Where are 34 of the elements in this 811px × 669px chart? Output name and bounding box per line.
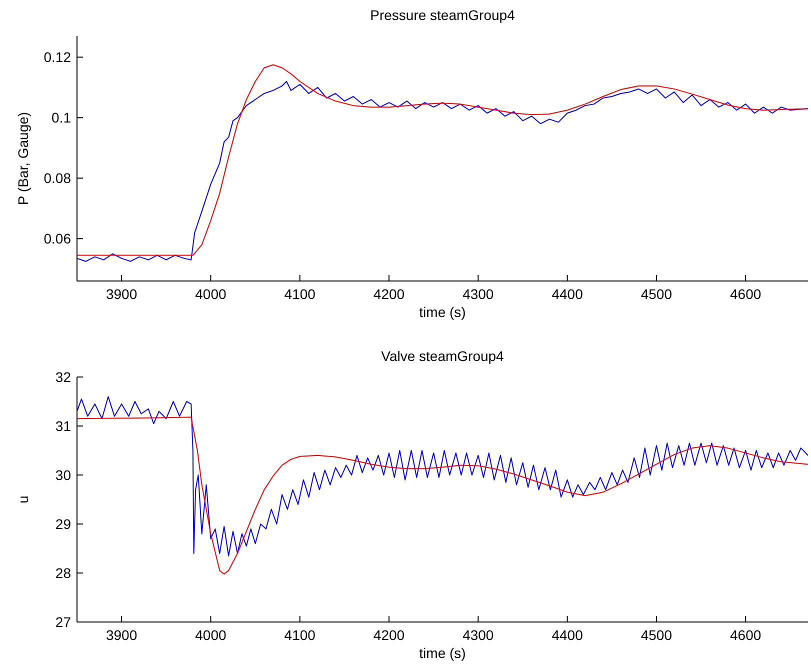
x-tick-label: 4500	[640, 627, 672, 643]
x-tick-label: 4600	[730, 627, 762, 643]
x-tick-label: 4200	[373, 627, 405, 643]
x-tick-label: 4600	[730, 286, 762, 302]
x-tick-label: 3900	[106, 627, 138, 643]
x-tick-label: 4300	[462, 627, 494, 643]
y-tick-label: 28	[55, 565, 72, 581]
y-tick-label: 0.1	[52, 110, 72, 126]
y-tick-label: 30	[55, 467, 72, 483]
x-tick-label: 4100	[284, 286, 316, 302]
x-tick-label: 3900	[106, 286, 138, 302]
line-series	[77, 396, 808, 556]
line-series	[77, 416, 808, 574]
x-axis-title: time (s)	[419, 645, 466, 661]
x-tick-label: 4200	[373, 286, 405, 302]
x-tick-label: 4000	[195, 286, 226, 302]
x-tick-label: 4400	[552, 627, 584, 643]
y-tick-label: 0.06	[44, 230, 72, 247]
y-tick-label: 0.12	[44, 49, 72, 66]
x-tick-label: 4000	[195, 627, 226, 643]
y-tick-label: 31	[55, 418, 72, 434]
y-axis-title: u	[15, 496, 31, 504]
chart-title: Valve steamGroup4	[381, 348, 504, 364]
y-tick-label: 29	[55, 516, 72, 532]
x-tick-label: 4400	[552, 286, 584, 302]
x-tick-label: 4100	[284, 627, 316, 643]
y-tick-label: 32	[55, 369, 72, 385]
x-axis-title: time (s)	[419, 304, 466, 320]
chart-title: Pressure steamGroup4	[370, 7, 516, 23]
x-tick-label: 4300	[462, 286, 494, 302]
y-tick-label: 27	[55, 614, 72, 630]
x-tick-label: 4500	[640, 286, 672, 302]
y-axis-title: P (Bar, Gauge)	[15, 112, 31, 206]
y-tick-label: 0.08	[44, 170, 72, 186]
